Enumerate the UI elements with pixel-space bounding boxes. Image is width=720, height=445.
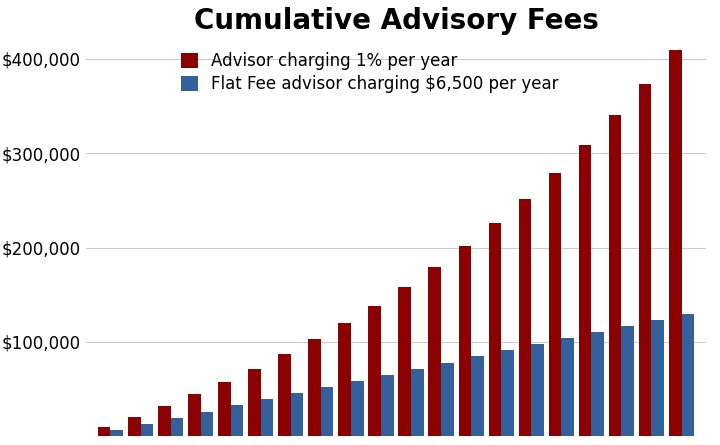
- Bar: [291, 393, 303, 436]
- Bar: [351, 381, 364, 436]
- Bar: [248, 368, 261, 436]
- Bar: [428, 267, 441, 436]
- Bar: [110, 430, 123, 436]
- Bar: [459, 246, 471, 436]
- Bar: [128, 417, 140, 436]
- Bar: [381, 375, 394, 436]
- Bar: [652, 320, 664, 436]
- Bar: [609, 116, 621, 436]
- Bar: [489, 223, 501, 436]
- Bar: [140, 424, 153, 436]
- Bar: [501, 350, 514, 436]
- Bar: [171, 418, 183, 436]
- Bar: [188, 394, 201, 436]
- Bar: [338, 323, 351, 436]
- Bar: [230, 405, 243, 436]
- Bar: [682, 314, 694, 436]
- Bar: [201, 412, 213, 436]
- Bar: [518, 199, 531, 436]
- Bar: [158, 406, 171, 436]
- Bar: [579, 145, 591, 436]
- Bar: [278, 355, 291, 436]
- Bar: [261, 399, 274, 436]
- Bar: [218, 382, 230, 436]
- Bar: [591, 332, 604, 436]
- Title: Cumulative Advisory Fees: Cumulative Advisory Fees: [194, 7, 598, 35]
- Bar: [562, 338, 574, 436]
- Bar: [411, 368, 423, 436]
- Bar: [441, 363, 454, 436]
- Legend: Advisor charging 1% per year, Flat Fee advisor charging $6,500 per year: Advisor charging 1% per year, Flat Fee a…: [181, 53, 559, 93]
- Bar: [471, 356, 484, 436]
- Bar: [308, 340, 321, 436]
- Bar: [549, 173, 562, 436]
- Bar: [398, 287, 411, 436]
- Bar: [98, 427, 110, 436]
- Bar: [621, 326, 634, 436]
- Bar: [369, 306, 381, 436]
- Bar: [639, 84, 652, 436]
- Bar: [531, 344, 544, 436]
- Bar: [321, 387, 333, 436]
- Bar: [669, 49, 682, 436]
